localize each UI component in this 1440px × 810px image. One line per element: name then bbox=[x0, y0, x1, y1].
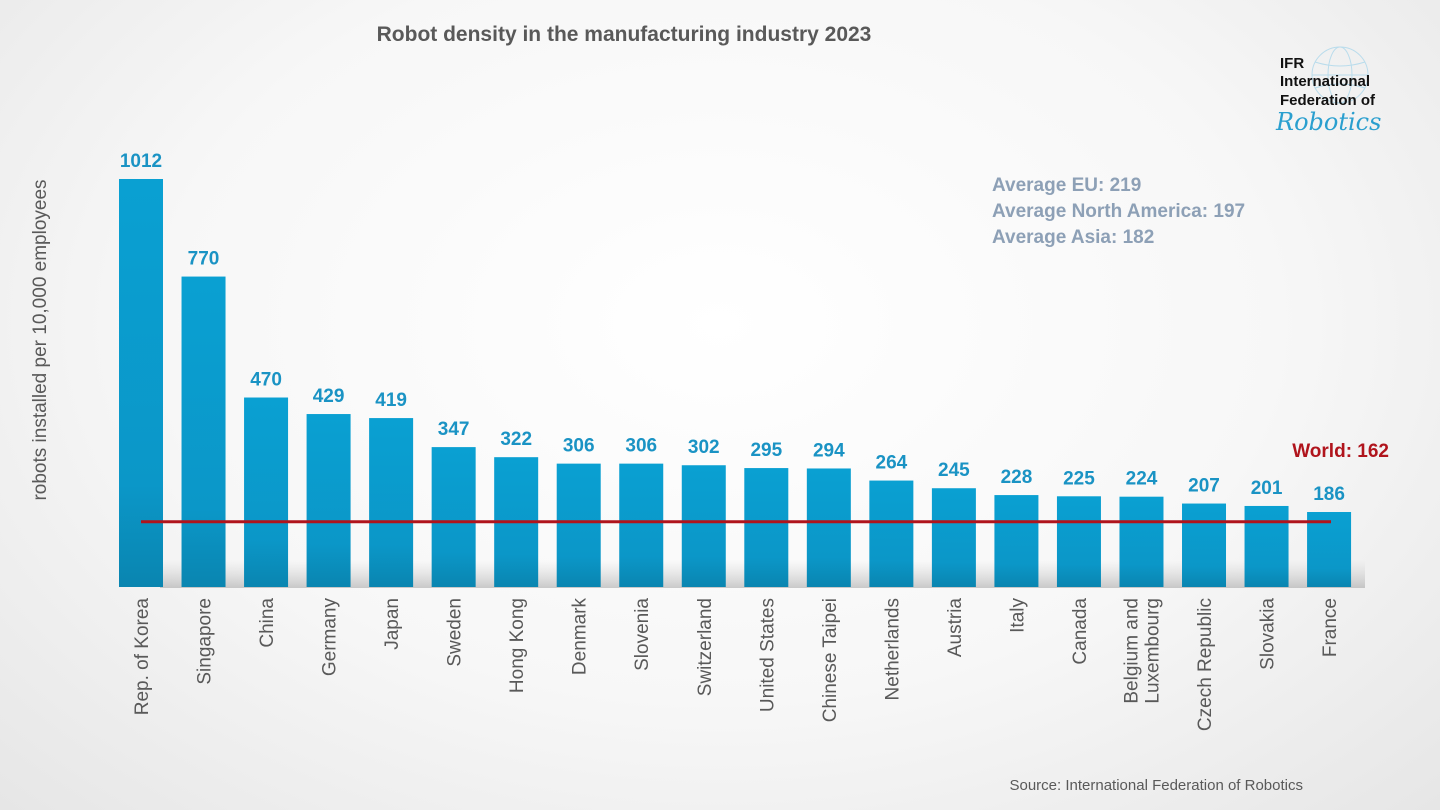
bar-4 bbox=[369, 418, 414, 587]
data-label-2: 470 bbox=[250, 370, 282, 391]
data-label-5: 347 bbox=[438, 419, 470, 440]
y-axis-label: robots installed per 10,000 employees bbox=[30, 179, 51, 500]
data-label-18: 201 bbox=[1251, 478, 1283, 499]
category-label-5: Sweden bbox=[445, 598, 466, 667]
category-label-12: Netherlands bbox=[882, 598, 903, 700]
bar-16 bbox=[1119, 496, 1164, 587]
svg-text:Robotics: Robotics bbox=[1275, 108, 1381, 136]
annotation-avg-asia: Average Asia: 182 bbox=[992, 227, 1154, 248]
bar-11 bbox=[806, 468, 851, 587]
category-label-11: Chinese Taipei bbox=[820, 598, 841, 722]
data-label-17: 207 bbox=[1188, 476, 1220, 497]
bar-7 bbox=[556, 463, 601, 587]
category-label-4: Japan bbox=[382, 598, 403, 650]
category-label-13: Austria bbox=[945, 598, 966, 658]
data-label-10: 295 bbox=[750, 440, 782, 461]
category-label-10: United States bbox=[757, 598, 778, 712]
bar-2 bbox=[244, 397, 289, 587]
data-label-0: 1012 bbox=[120, 151, 162, 172]
data-label-9: 302 bbox=[688, 437, 720, 458]
data-label-8: 306 bbox=[625, 436, 657, 457]
category-label-9: Switzerland bbox=[695, 598, 716, 696]
category-label-1: Singapore bbox=[195, 598, 216, 685]
annotation-avg-north-america: Average North America: 197 bbox=[992, 201, 1245, 222]
bar-10 bbox=[744, 468, 789, 587]
bar-1 bbox=[181, 276, 226, 587]
data-label-16: 224 bbox=[1126, 469, 1158, 490]
data-label-12: 264 bbox=[876, 453, 908, 474]
bar-15 bbox=[1056, 496, 1101, 587]
bar-19 bbox=[1307, 512, 1352, 587]
data-label-15: 225 bbox=[1063, 468, 1095, 489]
category-label-18: Slovakia bbox=[1258, 598, 1279, 670]
bar-18 bbox=[1244, 505, 1289, 587]
category-label-3: Germany bbox=[320, 598, 341, 677]
data-label-3: 429 bbox=[313, 386, 345, 407]
world-average-label: World: 162 bbox=[1292, 441, 1389, 462]
category-label-19: France bbox=[1320, 598, 1341, 657]
category-label-0: Rep. of Korea bbox=[132, 598, 153, 716]
data-label-4: 419 bbox=[375, 390, 407, 411]
bar-3 bbox=[306, 414, 351, 587]
source-note: Source: International Federation of Robo… bbox=[1009, 777, 1303, 794]
ifr-logo: IFR International Federation of Robotics bbox=[1275, 46, 1381, 136]
category-label-2: China bbox=[257, 598, 278, 648]
chart-title: Robot density in the manufacturing indus… bbox=[377, 23, 872, 46]
bar-14 bbox=[994, 495, 1039, 587]
globe-icon bbox=[1311, 46, 1369, 104]
annotation-avg-eu: Average EU: 219 bbox=[992, 175, 1141, 196]
category-label-7: Denmark bbox=[570, 598, 591, 676]
category-label-14: Italy bbox=[1007, 598, 1028, 633]
category-label-15: Canada bbox=[1070, 598, 1091, 665]
category-label-6: Hong Kong bbox=[507, 598, 528, 693]
bar-8 bbox=[619, 463, 664, 587]
bar-5 bbox=[431, 447, 476, 587]
category-label-16: Luxembourg bbox=[1142, 598, 1163, 704]
bar-13 bbox=[931, 488, 976, 587]
data-label-7: 306 bbox=[563, 436, 595, 457]
bar-12 bbox=[869, 480, 914, 587]
category-label-8: Slovenia bbox=[632, 598, 653, 671]
category-label-17: Czech Republic bbox=[1195, 598, 1216, 731]
data-label-13: 245 bbox=[938, 460, 970, 481]
data-label-6: 322 bbox=[500, 429, 532, 450]
data-label-19: 186 bbox=[1313, 484, 1345, 505]
bar-0 bbox=[119, 179, 163, 587]
bar-9 bbox=[681, 465, 726, 587]
category-label-16: Belgium and bbox=[1121, 598, 1142, 704]
svg-text:Federation of: Federation of bbox=[1280, 92, 1376, 109]
data-label-1: 770 bbox=[188, 249, 220, 270]
bar-17 bbox=[1182, 503, 1227, 587]
svg-text:International: International bbox=[1280, 73, 1370, 90]
data-label-11: 294 bbox=[813, 440, 845, 461]
data-label-14: 228 bbox=[1001, 467, 1033, 488]
svg-text:IFR: IFR bbox=[1280, 55, 1304, 72]
